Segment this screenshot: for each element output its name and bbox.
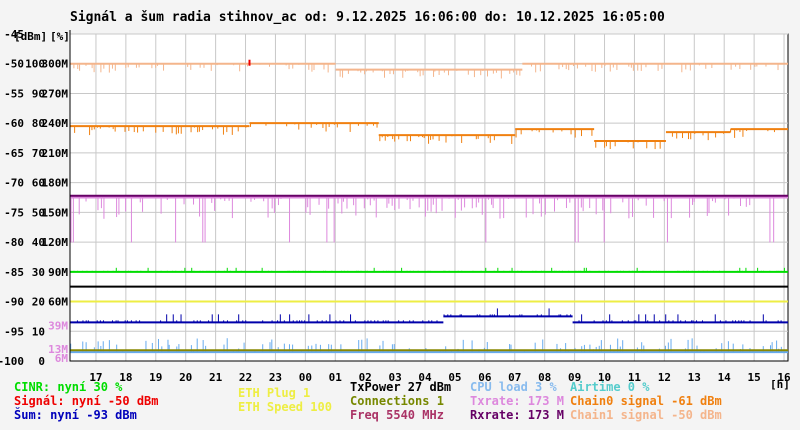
y-speed-tick: 120M [42, 236, 69, 249]
y-speed-tick: 240M [42, 117, 69, 130]
x-tick: 04 [418, 371, 432, 384]
y-dbm-tick: -80 [4, 236, 24, 249]
x-tick: 23 [269, 371, 282, 384]
legend-col3: TxPower 27 dBm Connections 1 Freq 5540 M… [350, 380, 451, 422]
legend-airtime: Airtime 0 % [570, 380, 650, 394]
y-dbm-tick: -85 [4, 266, 24, 279]
x-tick: 16 [777, 371, 791, 384]
y-speed-tick: 150M [42, 206, 69, 219]
legend-col2: ETH Plug 1 ETH Speed 100 [238, 386, 332, 414]
y-pct-tick: 0 [38, 355, 45, 368]
y-dbm-tick: -70 [4, 177, 24, 190]
x-tick: 10 [598, 371, 611, 384]
legend-col5: Airtime 0 % Chain0 signal -61 dBm Chain1… [570, 380, 722, 422]
legend-freq: Freq 5540 MHz [350, 408, 444, 422]
unit-hours: [h] [770, 378, 790, 391]
y-dbm-tick: -55 [4, 87, 24, 100]
y-dbm-tick: -60 [4, 117, 24, 130]
x-tick: 01 [329, 371, 343, 384]
unit-pct: [%] [50, 30, 70, 43]
x-tick: 05 [448, 371, 461, 384]
y-dbm-tick: -100 [0, 355, 24, 368]
legend-txpower: TxPower 27 dBm [350, 380, 452, 394]
x-tick: 22 [239, 371, 252, 384]
y-dbm-tick: -95 [4, 325, 24, 338]
legend-eth-speed: ETH Speed 100 [238, 400, 332, 414]
x-tick: 06 [478, 371, 492, 384]
legend-txrate: Txrate: 173 M [470, 394, 564, 408]
event-marker [248, 59, 251, 66]
y-speed-tick: 180M [42, 177, 69, 190]
y-pct-tick: 20 [32, 296, 45, 309]
legend-noise: Šum: nyní -93 dBm [14, 408, 137, 422]
legend-chain0: Chain0 signal -61 dBm [570, 394, 722, 408]
y-speed-tick: 210M [42, 147, 69, 160]
legend-chain1: Chain1 signal -50 dBm [570, 408, 722, 422]
x-tick: 21 [209, 371, 223, 384]
legend-col4: CPU load 3 % Txrate: 173 M Rxrate: 173 M [470, 380, 564, 422]
y-speed-tick: 13M [48, 343, 68, 356]
x-tick: 07 [508, 371, 521, 384]
y-dbm-tick: -65 [4, 147, 24, 160]
y-dbm-tick: -75 [4, 206, 24, 219]
y-pct-tick: 60 [32, 177, 45, 190]
legend-cpu-load: CPU load 3 % [470, 380, 557, 394]
unit-dbm: [dBm] [14, 30, 47, 43]
y-speed-tick: 6M [55, 352, 69, 365]
x-tick: 00 [299, 371, 312, 384]
x-tick: 17 [89, 371, 102, 384]
y-speed-tick: 60M [48, 296, 68, 309]
x-tick: 02 [359, 371, 372, 384]
x-tick: 09 [568, 371, 581, 384]
y-dbm-tick: -45 [4, 28, 24, 41]
x-tick: 15 [747, 371, 760, 384]
y-pct-tick: 30 [32, 266, 45, 279]
legend-col1: CINR: nyní 30 % Signál: nyní -50 dBm Šum… [14, 380, 159, 422]
legend-signal: Signál: nyní -50 dBm [14, 394, 159, 408]
legend-eth-plug: ETH Plug 1 [238, 386, 311, 400]
x-tick: 03 [388, 371, 401, 384]
y-speed-tick: 300M [42, 58, 69, 71]
y-dbm-tick: -50 [4, 58, 24, 71]
x-tick: 08 [538, 371, 551, 384]
x-tick: 12 [658, 371, 671, 384]
x-tick: 19 [149, 371, 162, 384]
y-speed-tick: 39M [48, 319, 68, 332]
x-tick: 13 [688, 371, 701, 384]
x-tick: 11 [628, 371, 642, 384]
legend-cinr: CINR: nyní 30 % [14, 380, 123, 394]
y-pct-tick: 80 [32, 117, 45, 130]
legend-connections: Connections 1 [350, 394, 444, 408]
y-speed-tick: 270M [42, 87, 69, 100]
y-pct-tick: 40 [32, 236, 45, 249]
y-speed-tick: 90M [48, 266, 68, 279]
y-pct-tick: 10 [32, 325, 45, 338]
x-tick: 14 [718, 371, 732, 384]
y-pct-tick: 70 [32, 147, 45, 160]
x-tick: 18 [119, 371, 132, 384]
y-pct-tick: 90 [32, 87, 45, 100]
x-tick: 20 [179, 371, 192, 384]
y-pct-tick: 100 [25, 58, 45, 71]
y-dbm-tick: -90 [4, 296, 24, 309]
chart-title: Signál a šum radia stihnov_ac od: 9.12.2… [70, 10, 665, 25]
legend-rxrate: Rxrate: 173 M [470, 408, 564, 422]
y-pct-tick: 50 [32, 206, 45, 219]
